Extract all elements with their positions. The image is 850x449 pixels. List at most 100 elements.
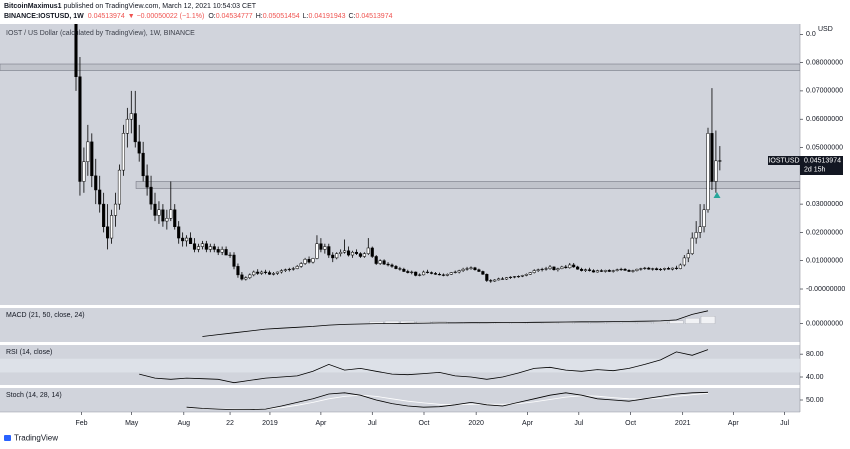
x-tick-label: Apr: [728, 420, 740, 427]
candle-body: [406, 271, 410, 273]
candle-body: [674, 267, 678, 269]
rsi-line: [139, 349, 709, 384]
y-tick-label: 0.02000000: [806, 229, 843, 236]
rsi-title: RSI (14, close): [6, 349, 52, 356]
candle-body: [639, 268, 643, 270]
candle-body: [595, 270, 599, 273]
x-tick-label: Aug: [178, 420, 191, 427]
stoch-title: Stoch (14, 28, 14): [6, 392, 62, 399]
rsi-band: [0, 358, 800, 373]
candle-body: [493, 279, 497, 282]
x-tick-label: May: [125, 420, 139, 427]
candle-body: [236, 266, 240, 276]
candle-body: [212, 246, 216, 250]
candle-body: [544, 268, 548, 270]
candle-body: [86, 141, 90, 162]
candle-body: [220, 249, 224, 253]
footer-logo: [4, 435, 11, 441]
candle-body: [584, 269, 588, 271]
candle-body: [362, 253, 366, 257]
macd-histogram-bar: [621, 322, 637, 324]
published: published on TradingView.com, March 12, …: [62, 3, 257, 10]
candle-body: [505, 277, 509, 280]
candle-body: [303, 259, 307, 264]
o-label: O:: [208, 13, 215, 20]
candle-body: [192, 243, 197, 250]
candle-body: [663, 268, 667, 270]
candle-body: [90, 141, 94, 177]
h-value: 0.05051454: [263, 13, 300, 20]
candle-body: [133, 113, 137, 143]
candle-body: [200, 243, 204, 247]
price-box: [800, 156, 843, 175]
candle-body: [394, 266, 398, 269]
candle-body: [177, 226, 181, 239]
candle-body: [299, 263, 303, 267]
candle-body: [599, 270, 603, 272]
logo-icon: [4, 435, 11, 441]
candle-body: [591, 270, 596, 273]
candle-body: [287, 268, 291, 271]
x-tick-label: Apr: [315, 420, 327, 427]
candle-body: [670, 267, 675, 270]
candle-body: [129, 113, 133, 120]
candle-body: [643, 267, 647, 269]
candle-body: [125, 118, 129, 134]
price-marks: [0, 24, 800, 283]
x-tick-label: Oct: [625, 420, 636, 427]
candle-body: [445, 274, 449, 276]
candle-body: [185, 237, 189, 242]
candle-body: [252, 271, 256, 276]
candle-body: [402, 268, 406, 272]
candle-body: [153, 203, 157, 216]
symbol: BINANCE:IOSTUSD, 1W: [4, 13, 84, 20]
candle-body: [256, 271, 260, 274]
marks: [0, 24, 800, 410]
candle-body: [572, 264, 576, 268]
candle-body: [568, 264, 572, 269]
candle-body: [141, 152, 145, 177]
candle-body: [461, 268, 465, 271]
candle-body: [208, 246, 212, 250]
macd-histogram-bar: [542, 322, 558, 324]
o-value: 0.04534777: [216, 13, 253, 20]
candle-body: [173, 209, 177, 227]
main-pane: [0, 24, 800, 305]
candle-body: [82, 161, 86, 182]
x-tick-label: Feb: [75, 420, 87, 427]
candle-body: [469, 267, 473, 269]
candle-body: [370, 247, 374, 257]
candle-body: [520, 275, 524, 277]
candle-body: [165, 218, 169, 222]
candle-body: [647, 267, 651, 270]
candle-body: [386, 263, 390, 266]
candle-body: [631, 270, 635, 272]
candle-body: [390, 264, 394, 267]
candle-body: [426, 271, 430, 273]
candle-body: [655, 268, 659, 271]
candle-body: [98, 189, 102, 205]
candle-body: [615, 269, 619, 271]
x-tick-label: Apr: [522, 420, 534, 427]
zone: [135, 181, 800, 189]
candle-body: [323, 246, 327, 250]
candle-body: [117, 169, 121, 205]
candle-body: [481, 271, 485, 275]
x-tick-label: 2020: [468, 420, 484, 427]
candle-body: [552, 266, 556, 271]
candle-body: [145, 175, 149, 188]
candle-body: [374, 256, 378, 264]
stoch-k-line: [186, 391, 709, 410]
candle-body: [710, 133, 714, 182]
candle-body: [311, 258, 315, 263]
y-tick-label: 0.08000000: [806, 59, 843, 66]
candle-body: [354, 251, 359, 254]
candle-body: [718, 160, 722, 162]
candle-body: [78, 76, 82, 182]
candle-body: [694, 232, 698, 239]
candle-body: [548, 266, 552, 269]
candle-body: [382, 260, 386, 265]
candle-body: [540, 268, 544, 271]
candle-body: [501, 278, 505, 280]
macd-histogram-bar: [685, 317, 700, 324]
